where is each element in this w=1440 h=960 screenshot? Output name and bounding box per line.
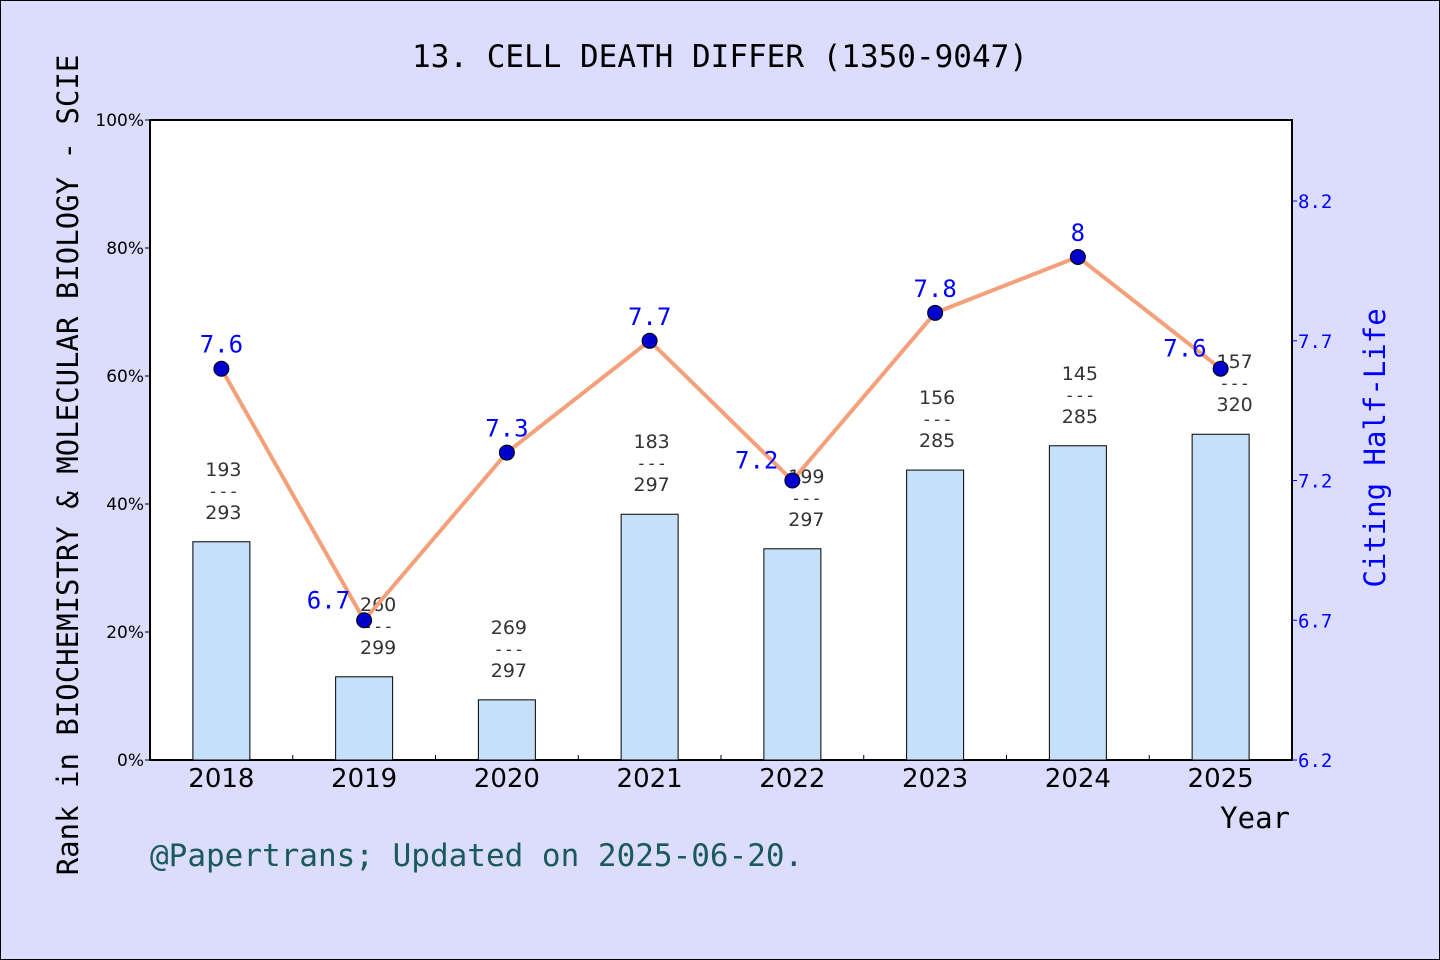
x-tick-label: 2021 (617, 764, 683, 794)
bar-2018 (192, 541, 251, 761)
half-life-point-2024 (1069, 248, 1086, 265)
bar-total-label: 297 (491, 660, 527, 682)
y-right-tick-label: 7.2 (1298, 471, 1332, 493)
x-tick-label: 2025 (1188, 764, 1254, 794)
half-life-point-2025 (1212, 360, 1229, 377)
y-left-tick-label: 100% (95, 111, 144, 131)
half-life-point-2022 (784, 472, 801, 489)
half-life-value-label: 7.3 (485, 415, 528, 443)
footer-credit: @Papertrans; Updated on 2025-06-20. (150, 838, 803, 874)
half-life-value-label: 7.2 (735, 447, 778, 475)
y-left-tick-label: 60% (106, 367, 144, 387)
y-left-tick-label: 80% (106, 239, 144, 259)
half-life-value-label: 7.6 (1163, 335, 1206, 363)
y-right-tick-label: 7.7 (1298, 331, 1332, 353)
bar-total-label: 293 (205, 502, 241, 524)
half-life-point-2018 (213, 360, 230, 377)
bar-2024 (1048, 445, 1107, 761)
half-life-value-label: 8 (1071, 219, 1085, 247)
half-life-point-2020 (498, 444, 515, 461)
half-life-value-label: 7.6 (200, 331, 243, 359)
bar-separator-label: --- (922, 410, 953, 430)
half-life-point-2023 (927, 304, 944, 321)
y-axis-right-label: Citing Half-Life (1358, 308, 1392, 587)
bar-2025 (1191, 433, 1250, 761)
x-tick-label: 2020 (474, 764, 540, 794)
y-right-tick-label: 6.7 (1298, 610, 1332, 632)
bar-2021 (620, 513, 679, 761)
bar-2019 (335, 676, 394, 761)
bar-rank-label: 183 (633, 431, 669, 453)
half-life-value-label: 7.8 (913, 275, 956, 303)
bar-separator-label: --- (208, 482, 239, 502)
half-life-line (219, 254, 1222, 624)
bar-total-label: 285 (1062, 406, 1098, 428)
bar-total-label: 297 (788, 509, 824, 531)
bar-separator-label: --- (636, 454, 667, 474)
y-left-tick-label: 0% (117, 751, 144, 771)
y-right-tick-label: 6.2 (1298, 750, 1332, 772)
bar-separator-label: --- (1219, 374, 1250, 394)
bar-separator-label: --- (791, 489, 822, 509)
bar-total-label: 297 (633, 474, 669, 496)
bar-2023 (906, 469, 965, 761)
chart-title: 13. CELL DEATH DIFFER (1350-9047) (412, 39, 1028, 75)
half-life-point-2021 (641, 332, 658, 349)
x-tick-label: 2024 (1045, 764, 1111, 794)
half-life-point-2019 (356, 612, 373, 629)
plot-area (149, 119, 1293, 761)
bar-separator-label: --- (494, 640, 525, 660)
bar-total-label: 285 (919, 430, 955, 452)
x-tick-label: 2023 (902, 764, 968, 794)
bar-2022 (763, 548, 822, 761)
bar-rank-label: 156 (919, 387, 955, 409)
bar-rank-label: 145 (1062, 363, 1098, 385)
half-life-value-label: 7.7 (628, 303, 671, 331)
bar-total-label: 320 (1216, 394, 1252, 416)
bar-rank-label: 269 (491, 617, 527, 639)
bar-rank-label: 193 (205, 459, 241, 481)
bar-2020 (477, 699, 536, 761)
half-life-value-label: 6.7 (307, 586, 350, 614)
bar-separator-label: --- (1065, 386, 1096, 406)
y-axis-left-label: Rank in BIOCHEMISTRY & MOLECULAR BIOLOGY… (51, 55, 85, 876)
x-tick-label: 2022 (759, 764, 825, 794)
x-tick-label: 2018 (188, 764, 254, 794)
y-left-tick-label: 40% (106, 495, 144, 515)
x-tick-label: 2019 (331, 764, 397, 794)
y-left-tick-label: 20% (106, 623, 144, 643)
y-right-tick-label: 8.2 (1298, 191, 1332, 213)
bar-total-label: 299 (360, 637, 396, 659)
x-axis-label: Year (1220, 801, 1290, 835)
